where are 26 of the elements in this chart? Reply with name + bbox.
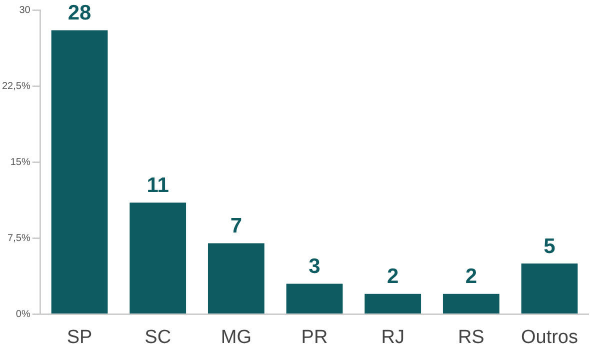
data-label: 7 bbox=[230, 214, 242, 238]
y-tick-label: 15% bbox=[10, 156, 30, 168]
data-label: 5 bbox=[544, 234, 556, 258]
x-tick-label: Outros bbox=[520, 326, 578, 348]
data-label: 11 bbox=[146, 174, 170, 197]
bar bbox=[364, 294, 422, 314]
data-label: 3 bbox=[308, 255, 320, 278]
x-tick-label: SP bbox=[66, 326, 92, 348]
bar bbox=[521, 264, 578, 314]
x-tick-label: SC bbox=[144, 326, 172, 348]
data-label: 2 bbox=[465, 265, 478, 288]
data-label: 2 bbox=[386, 265, 399, 288]
y-tick-label: 22,5% bbox=[2, 80, 30, 92]
x-tick-label: RS bbox=[458, 326, 484, 348]
y-tick-label: 30 bbox=[19, 4, 31, 16]
data-label: 28 bbox=[68, 2, 92, 25]
x-tick-label: PR bbox=[301, 326, 328, 348]
bar bbox=[286, 284, 343, 314]
x-tick-label: RJ bbox=[381, 326, 404, 348]
bar bbox=[51, 30, 108, 314]
y-tick-label: 7,5% bbox=[8, 232, 30, 244]
x-tick-label: MG bbox=[220, 326, 252, 348]
bar bbox=[208, 243, 264, 314]
y-tick-label: 0% bbox=[16, 308, 30, 320]
bar bbox=[442, 294, 500, 314]
bar bbox=[130, 202, 186, 314]
